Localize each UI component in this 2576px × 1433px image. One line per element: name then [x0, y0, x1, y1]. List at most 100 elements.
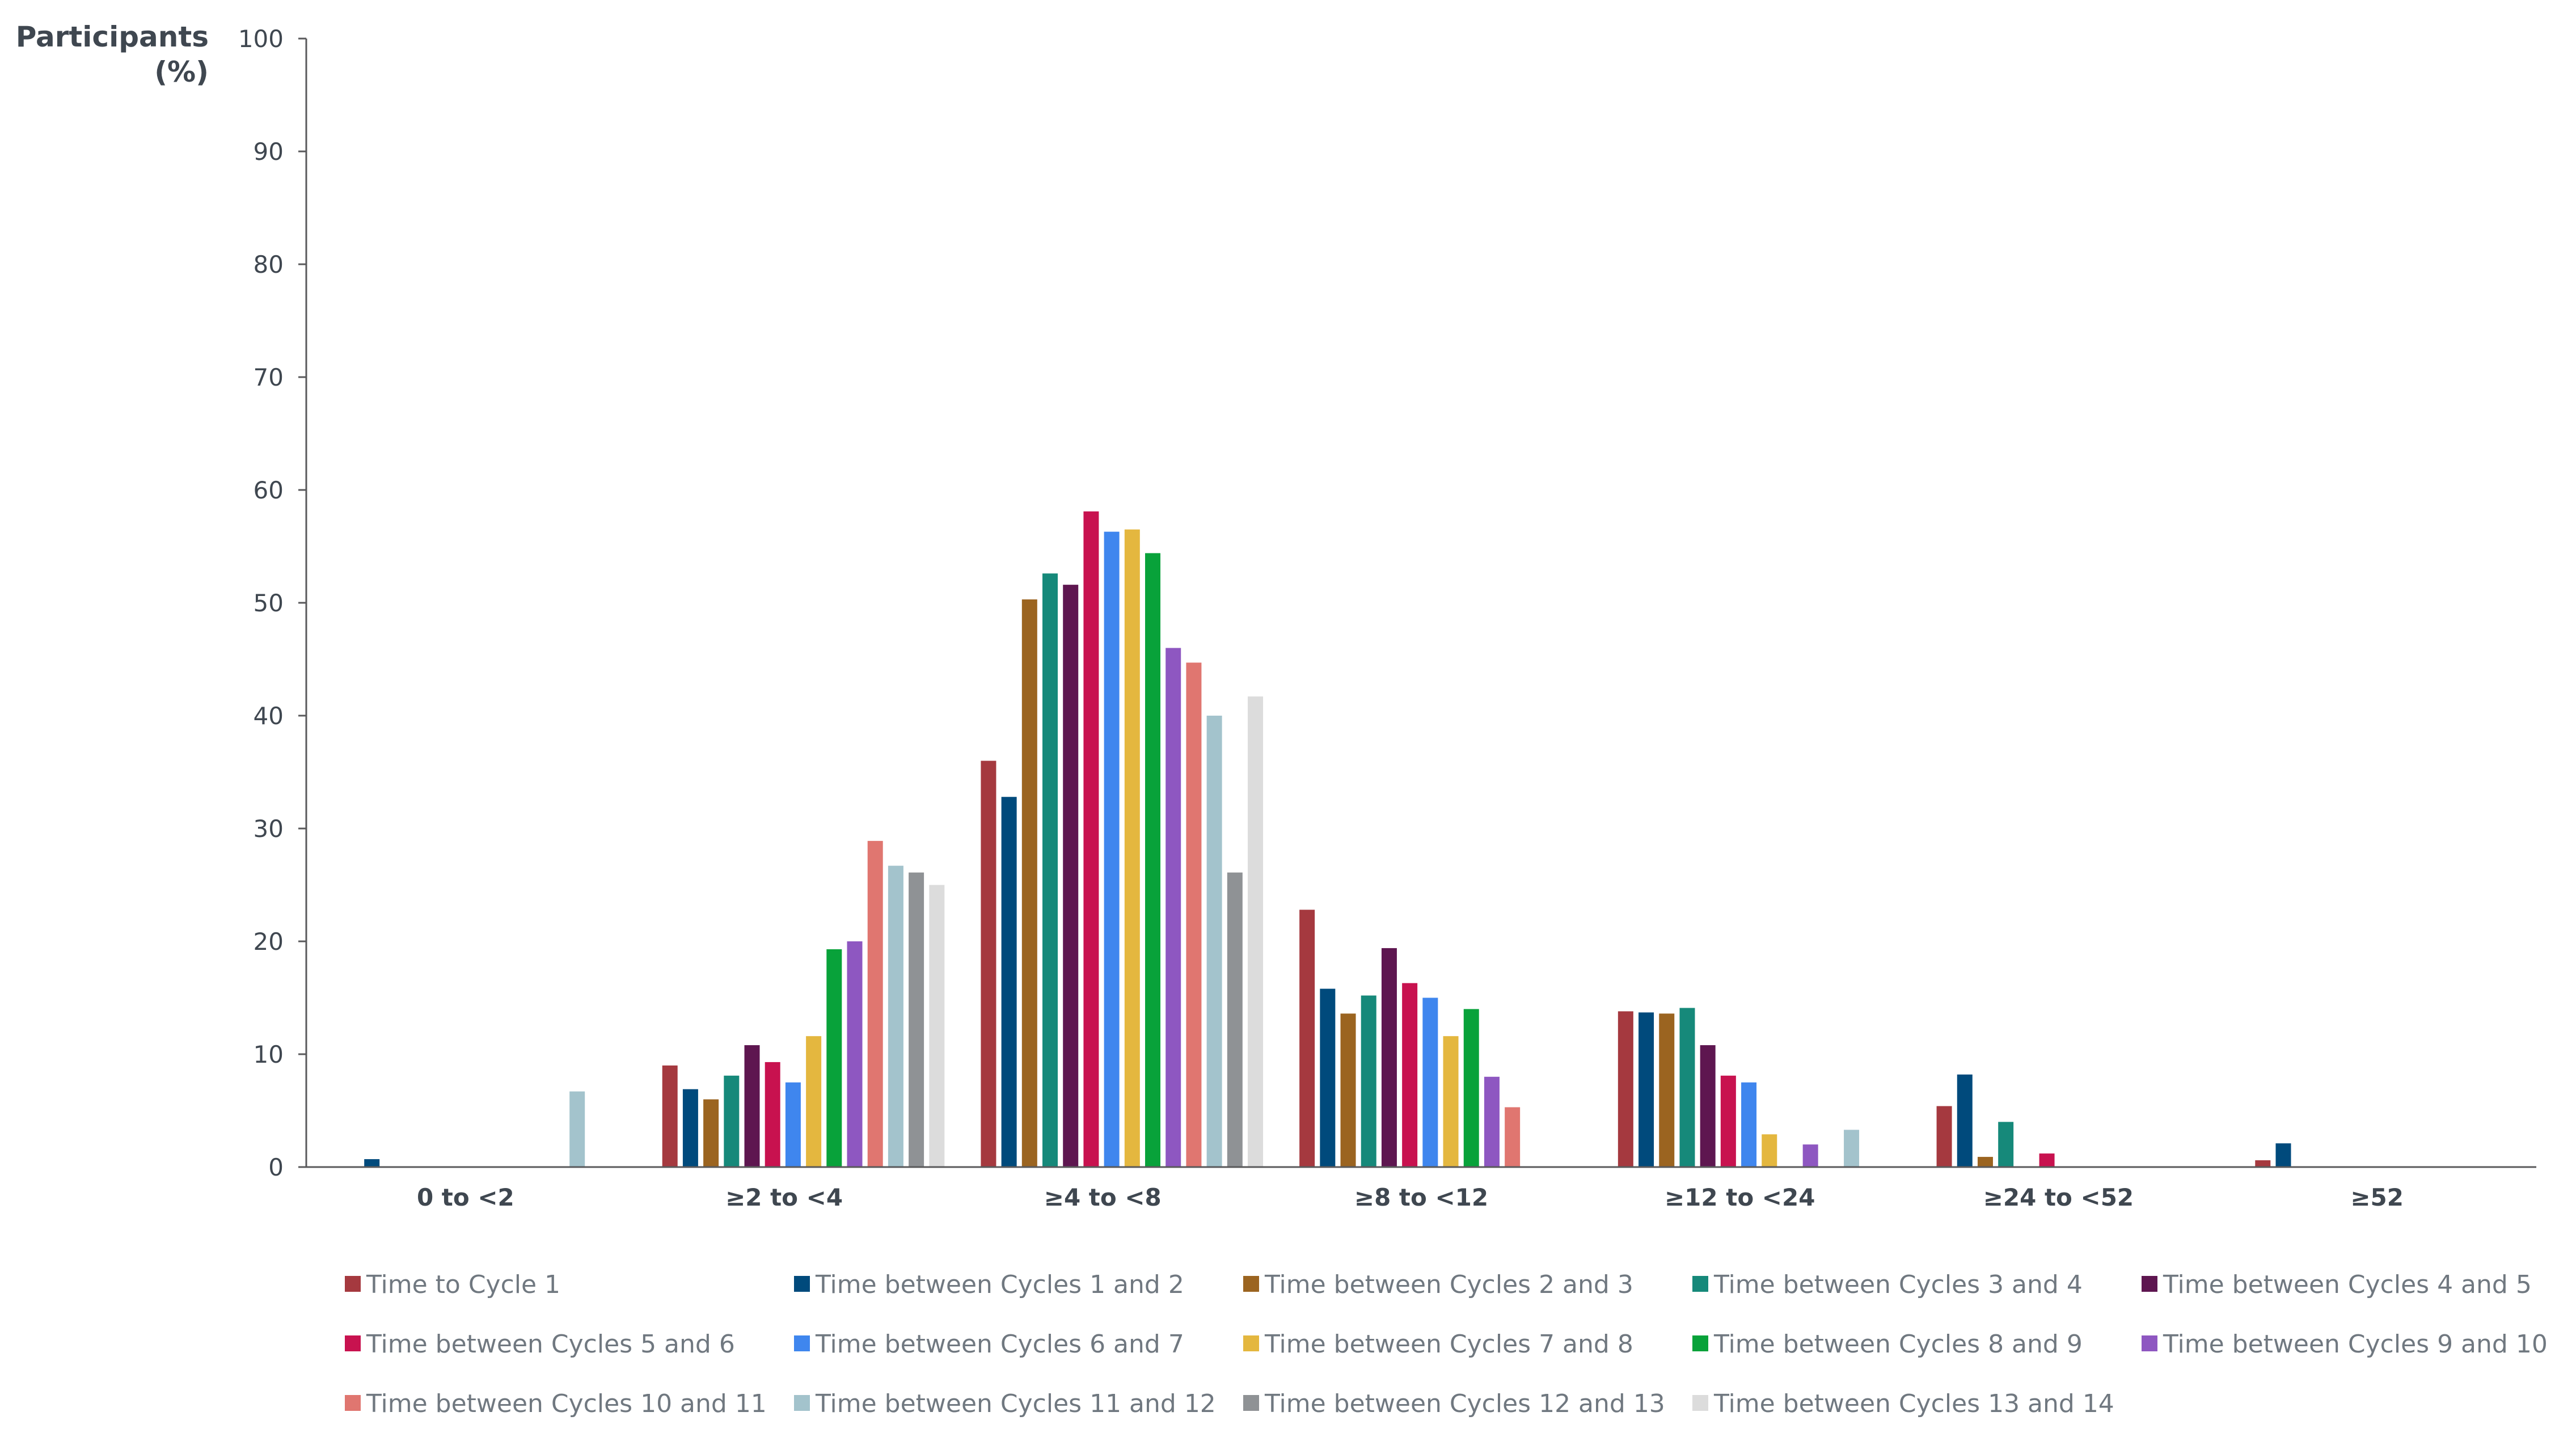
- bar: [1998, 1122, 2014, 1167]
- y-tick-label: 10: [254, 1041, 284, 1068]
- bar: [1340, 1013, 1356, 1167]
- legend-label: Time between Cycles 13 and 14: [1713, 1389, 2114, 1418]
- bar: [867, 840, 883, 1167]
- bar: [1659, 1013, 1675, 1167]
- y-tick-label: 0: [268, 1153, 284, 1181]
- bar: [981, 760, 996, 1167]
- y-tick-label: 50: [254, 589, 284, 617]
- bar: [1083, 511, 1099, 1167]
- legend-swatch: [1243, 1276, 1259, 1292]
- bar: [929, 885, 945, 1167]
- bar: [1957, 1074, 1973, 1167]
- legend-label: Time to Cycle 1: [366, 1270, 560, 1299]
- y-axis: 0 10 20 30 40 50 60 70 80 90 100: [238, 25, 307, 1181]
- bar: [1720, 1075, 1736, 1167]
- x-tick-label: ≥8 to <12: [1354, 1183, 1488, 1211]
- bar: [1802, 1144, 1818, 1167]
- legend-label: Time between Cycles 2 and 3: [1264, 1270, 1633, 1299]
- bar: [806, 1036, 822, 1167]
- legend-label: Time between Cycles 9 and 10: [2163, 1330, 2548, 1359]
- y-tick-label: 40: [254, 702, 284, 730]
- bar: [1124, 529, 1140, 1167]
- legend-swatch: [1243, 1335, 1259, 1351]
- x-tick-label: 0 to <2: [417, 1183, 514, 1211]
- x-tick-label: ≥2 to <4: [725, 1183, 843, 1211]
- y-tick-label: 60: [254, 476, 284, 504]
- legend-label: Time between Cycles 12 and 13: [1264, 1389, 1665, 1418]
- y-axis-label-line2: (%): [154, 56, 209, 88]
- legend-swatch: [2142, 1276, 2157, 1292]
- y-tick-label: 80: [254, 251, 284, 278]
- bar: [1618, 1011, 1633, 1167]
- bar: [1679, 1008, 1695, 1167]
- legend-label: Time between Cycles 1 and 2: [815, 1270, 1184, 1299]
- bar: [682, 1089, 698, 1167]
- bar: [1145, 553, 1161, 1168]
- legend-swatch: [2142, 1335, 2157, 1351]
- bar: [2275, 1143, 2291, 1167]
- legend-label: Time between Cycles 4 and 5: [2163, 1270, 2532, 1299]
- y-tick-label: 90: [254, 138, 284, 166]
- legend-swatch: [345, 1276, 361, 1292]
- bar: [724, 1075, 740, 1167]
- legend-swatch: [345, 1335, 361, 1351]
- bar: [662, 1065, 678, 1167]
- bar: [1741, 1082, 1757, 1167]
- bar: [1484, 1076, 1500, 1167]
- bar: [785, 1082, 801, 1167]
- bar: [1063, 585, 1079, 1167]
- x-tick-label: ≥24 to <52: [1983, 1183, 2134, 1211]
- bar: [1001, 797, 1017, 1167]
- legend: Time to Cycle 1 Time between Cycles 1 and…: [345, 1270, 2548, 1418]
- bar: [1248, 696, 1264, 1167]
- legend-swatch: [1692, 1395, 1708, 1411]
- y-tick-label: 30: [254, 815, 284, 843]
- legend-swatch: [1692, 1335, 1708, 1351]
- y-tick-label: 100: [238, 25, 284, 53]
- legend-label: Time between Cycles 3 and 4: [1713, 1270, 2083, 1299]
- bar: [1422, 997, 1438, 1167]
- legend-label: Time between Cycles 10 and 11: [366, 1389, 767, 1418]
- bar: [1638, 1012, 1654, 1167]
- legend-label: Time between Cycles 6 and 7: [815, 1330, 1184, 1359]
- bar: [1936, 1106, 1952, 1167]
- x-tick-label: ≥12 to <24: [1665, 1183, 1815, 1211]
- bar: [1299, 910, 1315, 1167]
- bars: [364, 511, 2291, 1168]
- bar: [1104, 531, 1120, 1167]
- legend-label: Time between Cycles 11 and 12: [815, 1389, 1216, 1418]
- bar: [1206, 716, 1222, 1167]
- bar: [1227, 872, 1243, 1167]
- legend-label: Time between Cycles 5 and 6: [366, 1330, 735, 1359]
- bar: [703, 1099, 719, 1167]
- bar: [847, 941, 863, 1167]
- bar: [1320, 988, 1336, 1167]
- bar: [1042, 573, 1058, 1167]
- legend-label: Time between Cycles 8 and 9: [1713, 1330, 2083, 1359]
- bar: [1381, 948, 1397, 1167]
- y-tick-label: 70: [254, 363, 284, 391]
- bar: [1844, 1130, 1860, 1167]
- legend-swatch: [345, 1395, 361, 1411]
- bar: [888, 865, 903, 1167]
- y-axis-label-line1: Participants: [16, 20, 209, 53]
- bar: [1443, 1036, 1459, 1167]
- bar: [1021, 599, 1037, 1167]
- bar: [744, 1045, 760, 1167]
- bar: [1186, 662, 1202, 1167]
- bar: [364, 1159, 380, 1167]
- y-tick-label: 20: [254, 928, 284, 956]
- legend-swatch: [794, 1395, 810, 1411]
- bar: [1402, 983, 1418, 1167]
- x-tick-label: ≥52: [2350, 1183, 2404, 1211]
- bar: [1361, 995, 1376, 1167]
- legend-swatch: [1243, 1395, 1259, 1411]
- bar: [1977, 1157, 1993, 1167]
- bar: [1165, 648, 1181, 1167]
- bar: [1505, 1107, 1521, 1167]
- bar: [909, 872, 924, 1167]
- bar: [2255, 1160, 2271, 1167]
- bar: [765, 1062, 780, 1167]
- bar: [1463, 1009, 1479, 1167]
